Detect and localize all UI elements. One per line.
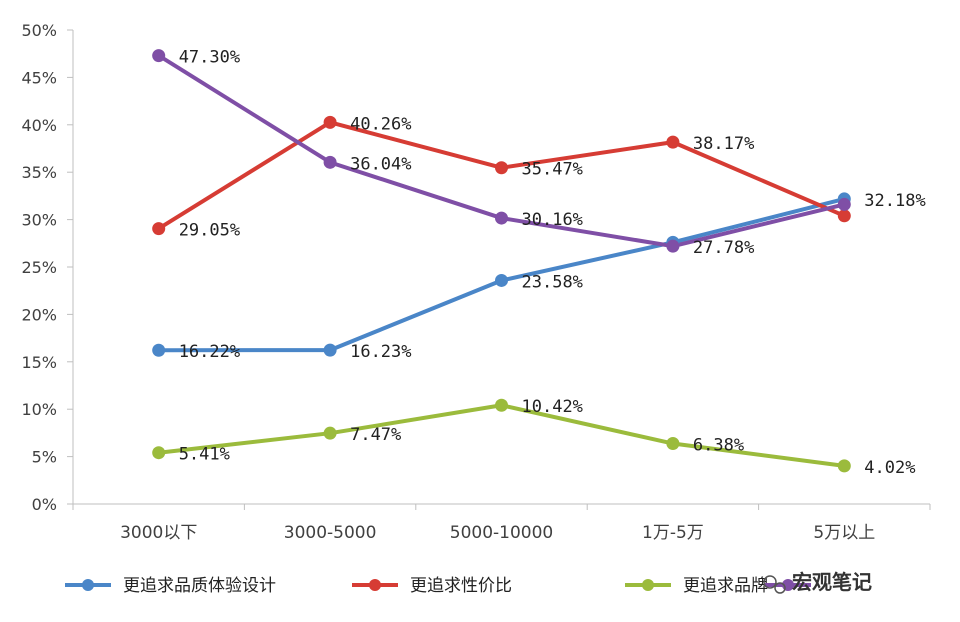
wechat-icon-bubble — [774, 582, 786, 594]
data-label: 6.38% — [693, 436, 744, 456]
data-point — [152, 222, 166, 236]
y-tick-label: 35% — [21, 163, 57, 182]
legend: 更追求品质体验设计 更追求性价比 更追求品牌 — [65, 576, 811, 596]
data-point — [666, 135, 680, 149]
data-label: 7.47% — [350, 425, 401, 445]
legend-marker — [369, 579, 381, 591]
data-point — [323, 115, 337, 129]
data-point — [666, 437, 680, 451]
data-point — [152, 343, 166, 357]
data-point — [495, 161, 508, 175]
data-label: 27.78% — [693, 238, 754, 258]
data-label: 23.58% — [522, 272, 583, 292]
legend-marker — [642, 579, 654, 591]
x-axis-ticks: 3000以下 3000-5000 5000-10000 1万-5万 5万以上 — [72, 504, 931, 543]
data-label: 4.02% — [864, 458, 915, 478]
data-point — [837, 459, 851, 473]
data-point — [323, 155, 337, 169]
watermark: 宏观笔记 — [763, 570, 872, 594]
y-tick-label: 0% — [32, 495, 57, 514]
y-tick-label: 40% — [21, 116, 57, 135]
data-labels: 16.22% 16.23% 23.58% 32.18% 29.05% 40.26% 35.4… — [179, 48, 926, 478]
data-label: 36.04% — [350, 154, 411, 174]
data-point — [837, 197, 851, 211]
y-tick-label: 20% — [21, 305, 57, 324]
y-tick-label: 15% — [21, 353, 57, 372]
data-label: 30.16% — [522, 210, 583, 230]
data-point — [152, 446, 166, 460]
y-tick-label: 5% — [32, 448, 57, 467]
legend-marker — [82, 579, 94, 591]
data-label: 38.17% — [693, 134, 754, 154]
x-tick-label: 5000-10000 — [450, 523, 553, 543]
data-label: 16.22% — [179, 342, 240, 362]
y-axis-ticks: 0% 5% 10% 15% 20% 25% 30% 35% 40% 45% 50% — [21, 21, 73, 514]
x-tick-label: 1万-5万 — [642, 523, 704, 543]
data-label: 32.18% — [864, 191, 925, 211]
data-label: 47.30% — [179, 48, 240, 68]
data-point — [495, 273, 508, 287]
data-point — [323, 426, 337, 440]
data-point — [495, 398, 508, 412]
data-point — [323, 343, 337, 357]
y-tick-label: 25% — [21, 258, 57, 277]
data-label: 16.23% — [350, 342, 411, 362]
legend-label: 更追求品牌 — [683, 576, 768, 596]
x-tick-label: 3000以下 — [120, 523, 197, 543]
data-point — [666, 239, 680, 253]
data-label: 10.42% — [522, 397, 583, 417]
data-label: 35.47% — [522, 160, 583, 180]
data-label: 29.05% — [179, 221, 240, 241]
data-label: 5.41% — [179, 445, 230, 465]
y-tick-label: 30% — [21, 211, 57, 230]
legend-label: 更追求性价比 — [410, 576, 512, 596]
data-point — [152, 49, 166, 63]
series-points — [152, 49, 851, 473]
data-point — [495, 211, 508, 225]
y-tick-label: 45% — [21, 68, 57, 87]
x-tick-label: 5万以上 — [813, 523, 875, 543]
data-label: 40.26% — [350, 114, 411, 134]
legend-label: 更追求品质体验设计 — [123, 576, 276, 596]
watermark-text: 宏观笔记 — [792, 570, 872, 594]
y-tick-label: 50% — [21, 21, 57, 40]
wechat-icon — [763, 575, 777, 589]
y-tick-label: 10% — [21, 400, 57, 419]
data-point — [837, 209, 851, 223]
x-tick-label: 3000-5000 — [284, 523, 377, 543]
chart-axes — [72, 30, 930, 505]
